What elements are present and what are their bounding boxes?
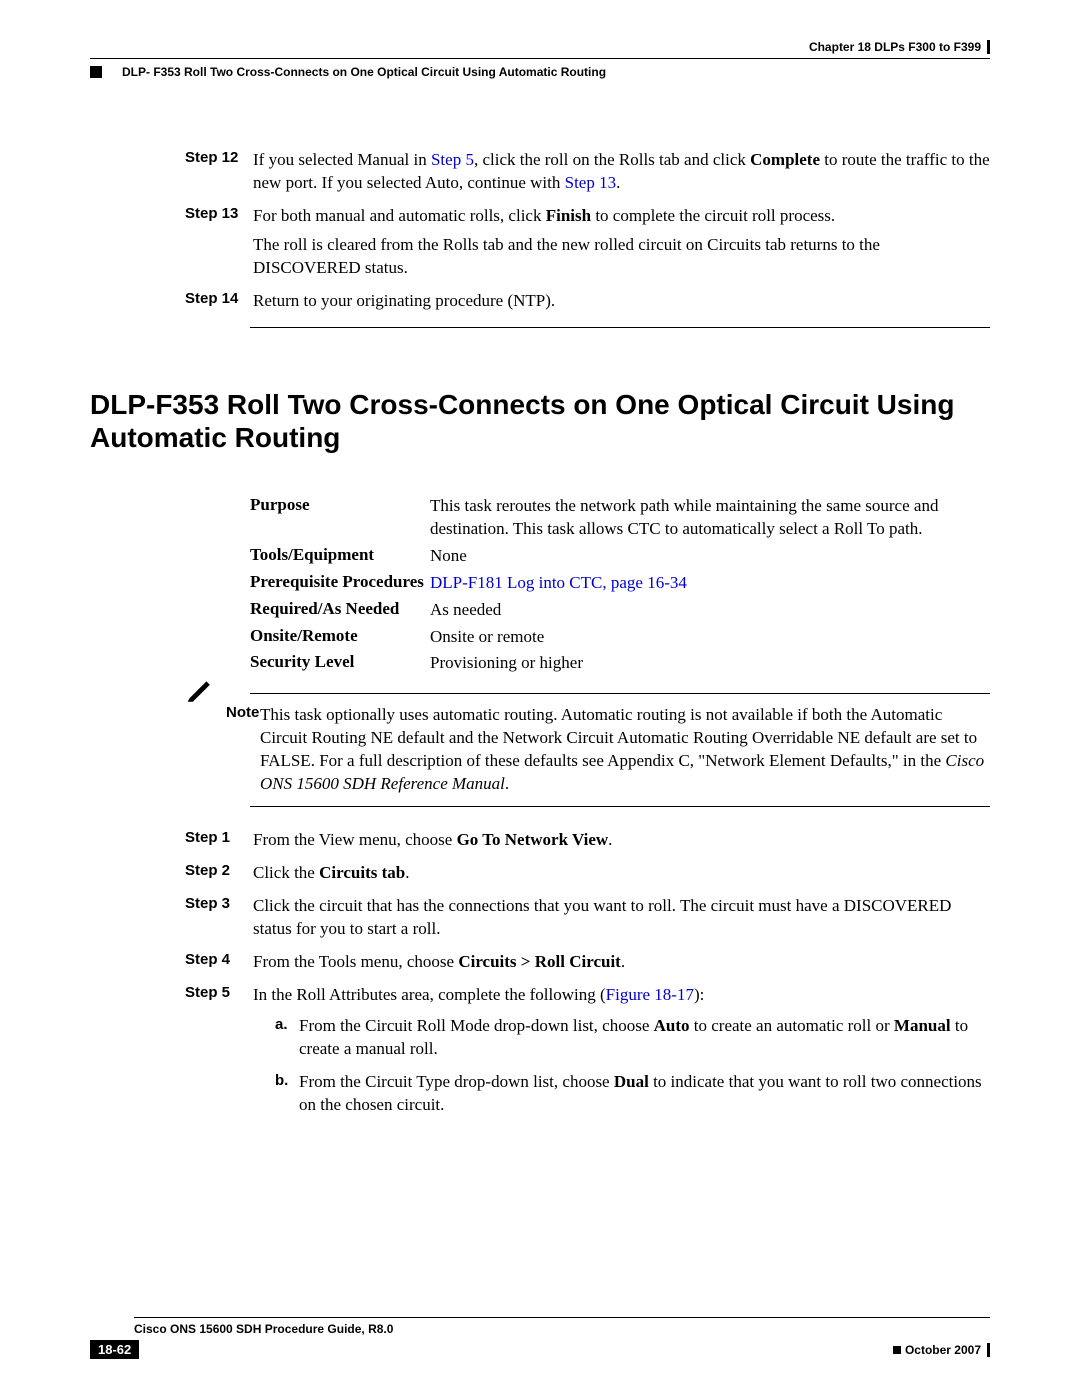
step-row: Step 1From the View menu, choose Go To N… — [185, 829, 990, 852]
meta-tools-val: None — [430, 545, 990, 568]
step-row: Step 2Click the Circuits tab. — [185, 862, 990, 885]
meta-security-val: Provisioning or higher — [430, 652, 990, 675]
sub-step-row: a.From the Circuit Roll Mode drop-down l… — [275, 1015, 990, 1061]
step-row: Step 12If you selected Manual in Step 5,… — [185, 149, 990, 195]
meta-table: PurposeThis task reroutes the network pa… — [250, 495, 990, 676]
step-row: Step 14Return to your originating proced… — [185, 290, 990, 313]
meta-purpose-val: This task reroutes the network path whil… — [430, 495, 990, 541]
footer-title: Cisco ONS 15600 SDH Procedure Guide, R8.… — [134, 1322, 393, 1336]
footer-date: October 2007 — [893, 1343, 990, 1357]
step-row: Step 5In the Roll Attributes area, compl… — [185, 984, 990, 1127]
step-text: From the Tools menu, choose Circuits > R… — [253, 951, 990, 974]
header-chapter: Chapter 18 DLPs F300 to F399 — [90, 40, 990, 54]
step-label: Step 2 — [185, 862, 253, 885]
meta-security-label: Security Level — [250, 652, 430, 675]
section-end-rule — [250, 327, 990, 328]
meta-prereq-label: Prerequisite Procedures — [250, 572, 430, 595]
step-label: Step 13 — [185, 205, 253, 280]
step-text: If you selected Manual in Step 5, click … — [253, 149, 990, 195]
page-number: 18-62 — [90, 1340, 139, 1359]
step-text: Click the Circuits tab. — [253, 862, 990, 885]
note-text: This task optionally uses automatic rout… — [260, 704, 990, 796]
step-text: Return to your originating procedure (NT… — [253, 290, 990, 313]
meta-required-label: Required/As Needed — [250, 599, 430, 622]
step-text: Click the circuit that has the connectio… — [253, 895, 990, 941]
step-label: Step 14 — [185, 290, 253, 313]
step-text: From the View menu, choose Go To Network… — [253, 829, 990, 852]
step-row: Step 4From the Tools menu, choose Circui… — [185, 951, 990, 974]
step-label: Step 1 — [185, 829, 253, 852]
step-row: Step 3Click the circuit that has the con… — [185, 895, 990, 941]
steps-main: Step 1From the View menu, choose Go To N… — [185, 829, 990, 1126]
meta-onsite-label: Onsite/Remote — [250, 626, 430, 649]
footer: Cisco ONS 15600 SDH Procedure Guide, R8.… — [90, 1317, 990, 1359]
header-rule — [90, 58, 990, 59]
sub-step-row: b.From the Circuit Type drop-down list, … — [275, 1071, 990, 1117]
step-text: For both manual and automatic rolls, cli… — [253, 205, 990, 280]
meta-prereq-val: DLP-F181 Log into CTC, page 16-34 — [430, 572, 990, 595]
note-label: Note — [226, 704, 250, 796]
step-label: Step 5 — [185, 984, 253, 1127]
step-label: Step 3 — [185, 895, 253, 941]
meta-required-val: As needed — [430, 599, 990, 622]
header-subtitle: DLP- F353 Roll Two Cross-Connects on One… — [90, 65, 990, 79]
pencil-icon — [186, 704, 218, 796]
step-row: Step 13For both manual and automatic rol… — [185, 205, 990, 280]
step-text: In the Roll Attributes area, complete th… — [253, 984, 990, 1127]
step-label: Step 12 — [185, 149, 253, 195]
meta-onsite-val: Onsite or remote — [430, 626, 990, 649]
meta-tools-label: Tools/Equipment — [250, 545, 430, 568]
note-block: Note This task optionally uses automatic… — [186, 693, 990, 807]
section-title: DLP-F353 Roll Two Cross-Connects on One … — [90, 388, 990, 455]
steps-top: Step 12If you selected Manual in Step 5,… — [185, 149, 990, 313]
step-label: Step 4 — [185, 951, 253, 974]
meta-purpose-label: Purpose — [250, 495, 430, 541]
